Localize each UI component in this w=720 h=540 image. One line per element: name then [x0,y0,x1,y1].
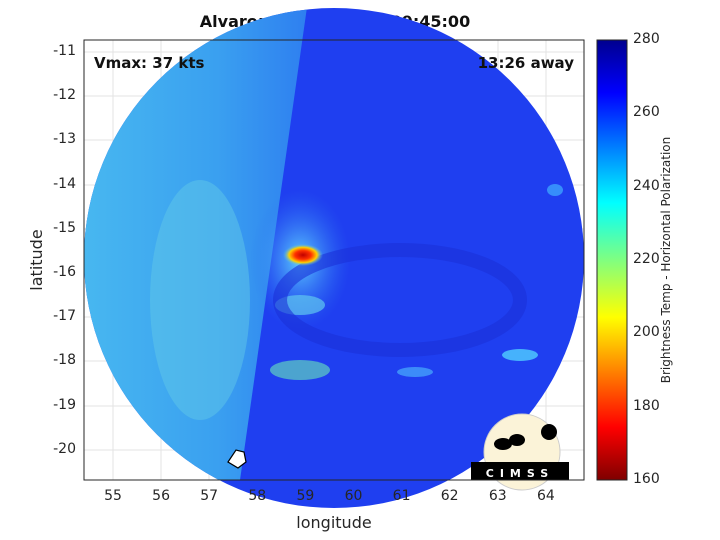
x-tick-label: 64 [536,488,555,504]
y-tick-label: -15 [53,219,76,236]
y-tick-label: -11 [53,43,76,59]
y-axis-label: latitude [27,229,46,290]
x-tick-label: 62 [440,488,459,504]
y-tick-label: -20 [53,440,76,457]
y-tick-label: -17 [53,308,76,325]
x-tick-label: 57 [200,488,219,504]
x-tick-label: 56 [152,488,170,504]
x-tick-label: 58 [248,488,267,504]
colorbar-tick-label: 260 [633,104,660,121]
x-axis-label: longitude [296,513,371,532]
colorbar-tick-label: 220 [633,250,660,267]
y-tick-label: -16 [53,264,76,280]
vmax-annotation: Vmax: 37 kts [94,54,205,72]
x-tick-label: 61 [392,488,411,504]
y-tick-label: -14 [53,175,76,192]
logo-text: CIMSS [486,467,554,480]
time-away-annotation: 13:26 away [477,54,574,72]
y-tick-label: -19 [53,396,76,413]
y-tick-label: -18 [53,352,76,369]
colorbar-tick-label: 160 [633,470,660,487]
island-outline [227,449,247,469]
x-tick-label: 55 [104,488,122,504]
colorbar-tick-label: 280 [633,31,660,47]
colorbar-tick-label: 200 [633,324,660,341]
colorbar-tick-label: 180 [633,397,660,414]
y-tick-label: -13 [53,131,76,148]
colorbar-tick-label: 240 [633,177,660,194]
colorbar-label: Brightness Temp - Horizontal Polarizatio… [659,137,673,384]
x-tick-label: 60 [344,488,363,504]
x-tick-label: 59 [296,488,315,504]
cimss-logo: CIMSS [471,413,569,491]
x-tick-label: 63 [488,488,507,504]
y-tick-label: -12 [53,87,76,104]
colorbar [596,39,628,481]
